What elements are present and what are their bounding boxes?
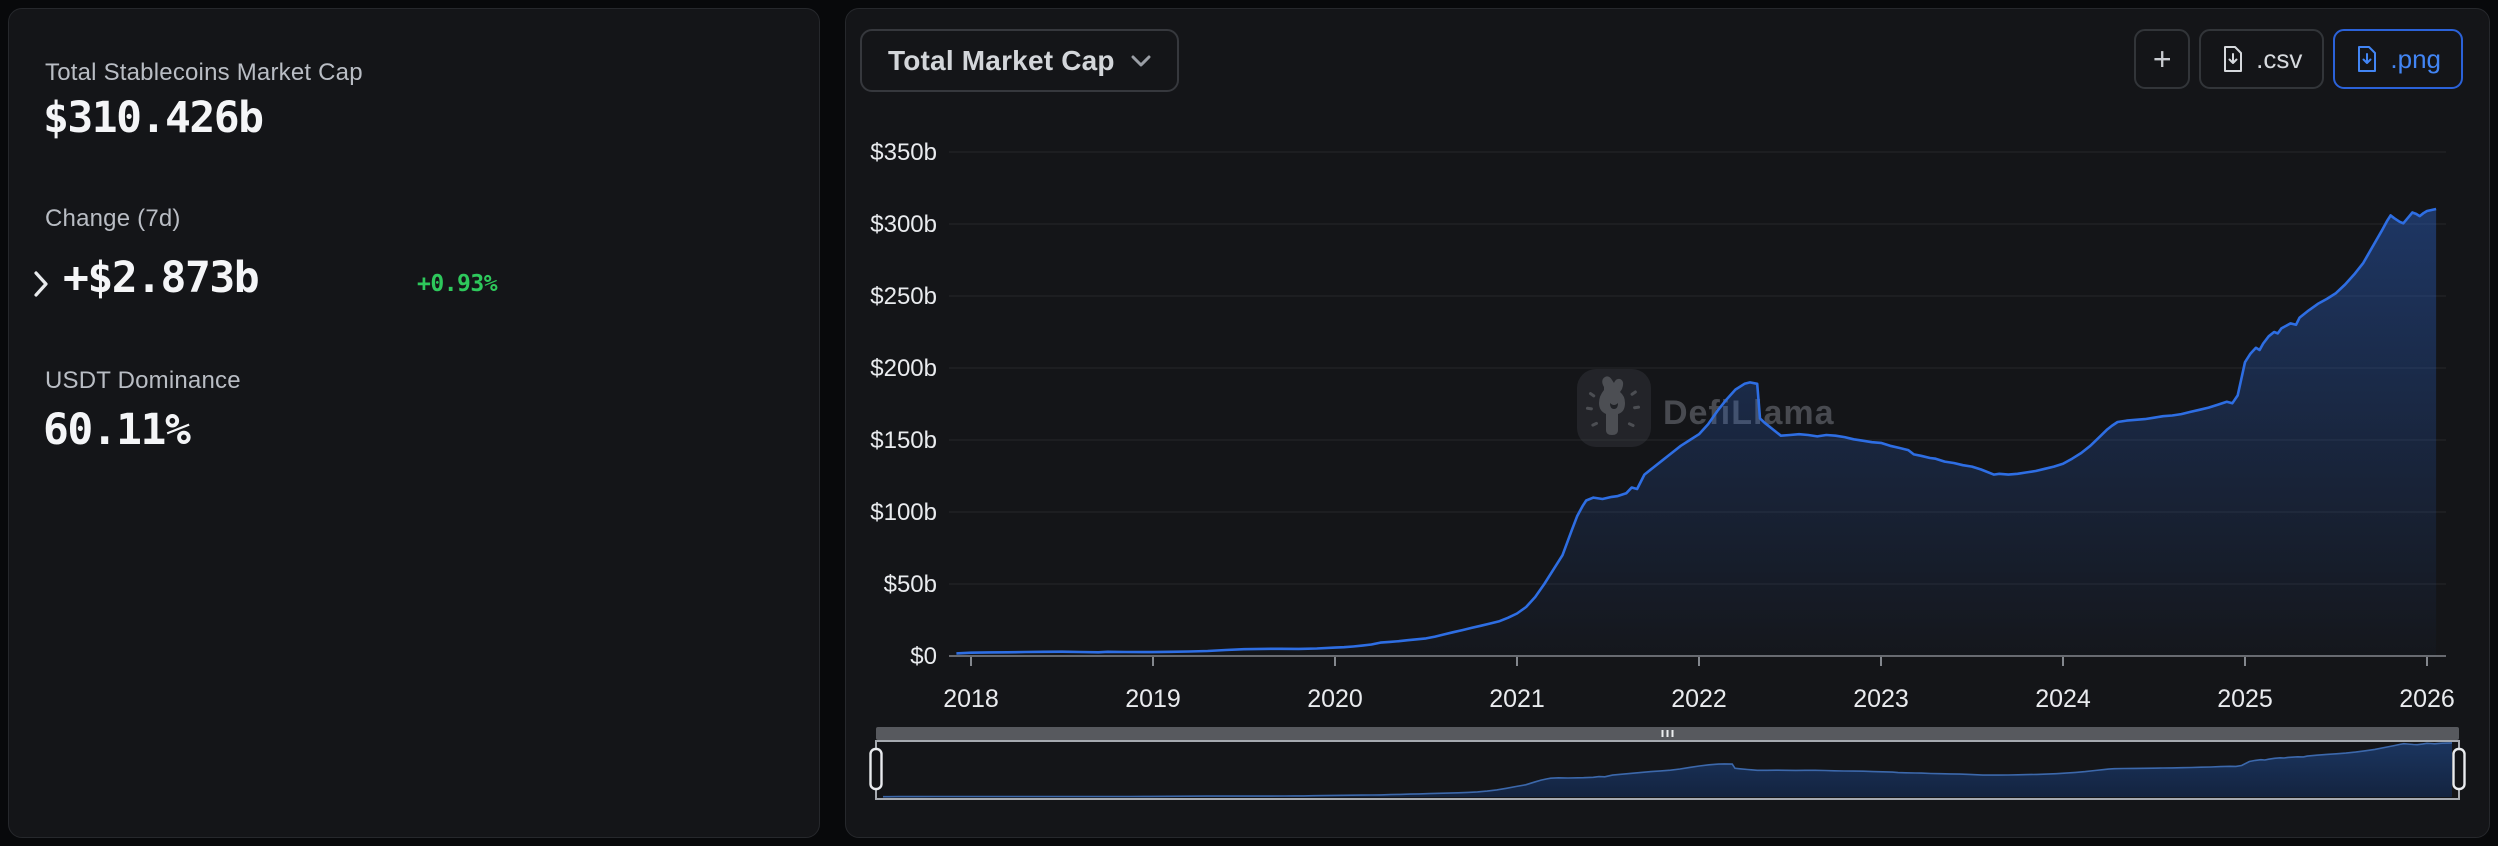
- y-axis-tick-label: $150b: [870, 427, 937, 454]
- export-toolbar: + .csv .png: [2134, 29, 2463, 89]
- brush-mini-line: [882, 742, 2453, 798]
- change-7d-value: +$2.873b: [63, 253, 260, 303]
- x-axis-tick-label: 2018: [943, 685, 999, 713]
- x-axis-tick-label: 2023: [1853, 685, 1909, 713]
- total-market-cap-value: $310.426b: [43, 93, 264, 143]
- download-png-button[interactable]: .png: [2333, 29, 2463, 89]
- x-axis-tick-label: 2019: [1125, 685, 1181, 713]
- brush-left-handle[interactable]: [869, 747, 883, 791]
- add-chart-button[interactable]: +: [2134, 29, 2191, 89]
- change-7d-label: Change (7d): [45, 205, 181, 232]
- x-axis-tick-label: 2022: [1671, 685, 1727, 713]
- y-axis-tick-label: $50b: [884, 571, 937, 598]
- stablecoins-area-chart[interactable]: $0$50b$100b$150b$200b$250b$300b$350bDefi…: [846, 9, 2491, 831]
- y-axis-tick-label: $300b: [870, 211, 937, 238]
- usdt-dominance-label: USDT Dominance: [45, 367, 241, 394]
- png-button-label: .png: [2390, 43, 2441, 74]
- file-download-icon: [2358, 46, 2377, 72]
- chevron-down-icon: [1131, 55, 1151, 66]
- x-axis-tick-label: 2021: [1489, 685, 1545, 713]
- change-7d-percent-badge: +0.93%: [417, 271, 498, 297]
- x-axis-tick-label: 2026: [2399, 685, 2455, 713]
- y-axis-tick-label: $350b: [870, 139, 937, 166]
- file-download-icon: [2224, 46, 2243, 72]
- x-axis-tick-label: 2025: [2217, 685, 2273, 713]
- csv-button-label: .csv: [2256, 43, 2303, 74]
- metric-selector-dropdown[interactable]: Total Market Cap: [860, 29, 1179, 92]
- market-cap-area-fill: [956, 209, 2437, 656]
- brush-mini-area: [883, 742, 2452, 797]
- stats-panel: Total Stablecoins Market Cap $310.426b C…: [8, 8, 820, 838]
- download-csv-button[interactable]: .csv: [2199, 29, 2325, 89]
- chevron-right-icon[interactable]: [29, 267, 53, 301]
- y-axis-tick-label: $100b: [870, 499, 937, 526]
- y-axis-tick-label: $0: [910, 643, 937, 670]
- total-market-cap-label: Total Stablecoins Market Cap: [45, 59, 363, 86]
- chart-panel: $0$50b$100b$150b$200b$250b$300b$350bDefi…: [845, 8, 2490, 838]
- y-axis-tick-label: $250b: [870, 283, 937, 310]
- usdt-dominance-value: 60.11%: [43, 405, 191, 455]
- x-axis-tick-label: 2024: [2035, 685, 2091, 713]
- market-cap-line: [956, 207, 2437, 655]
- plus-icon: +: [2152, 40, 2172, 77]
- brush-right-handle[interactable]: [2452, 747, 2466, 791]
- x-axis-tick-label: 2020: [1307, 685, 1363, 713]
- metric-selector-label: Total Market Cap: [888, 44, 1115, 76]
- y-axis-tick-label: $200b: [870, 355, 937, 382]
